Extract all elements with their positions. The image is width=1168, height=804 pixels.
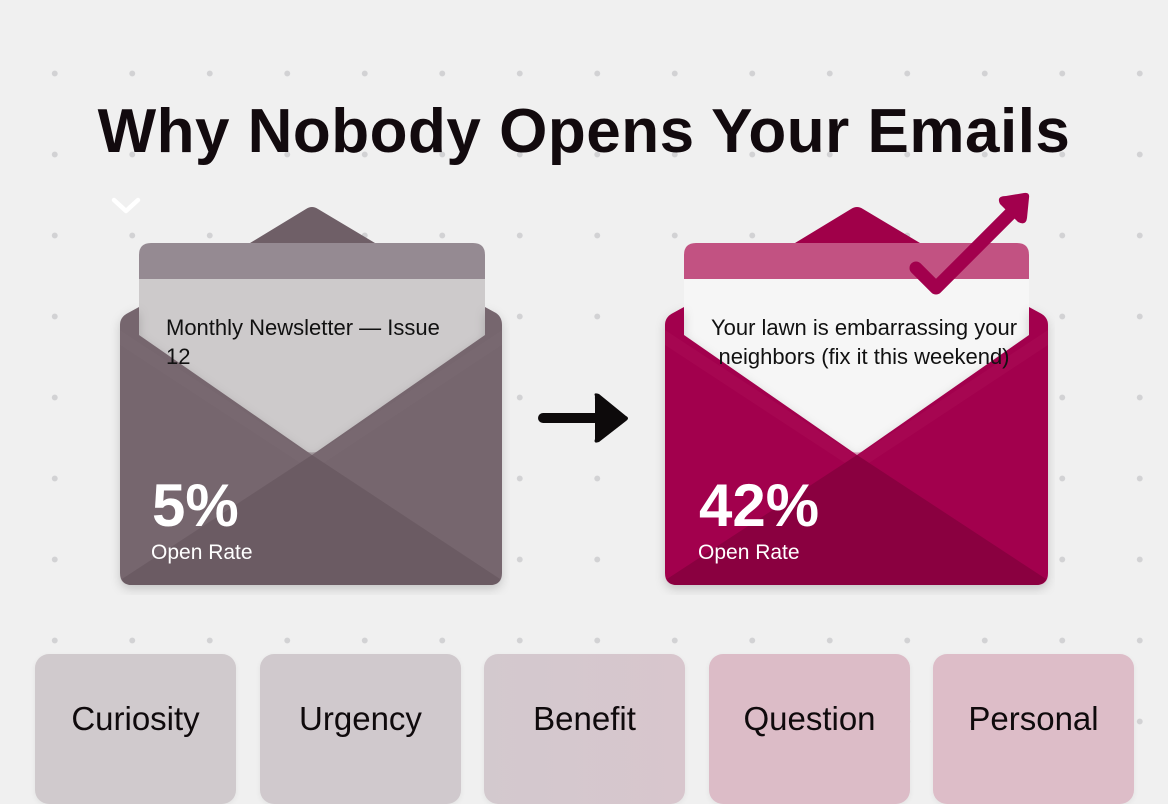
category-label: Curiosity: [71, 700, 200, 737]
category-urgency: Urgency: [260, 654, 461, 804]
trend-up-arrow-icon: [909, 192, 1030, 295]
chevron-down-icon: [111, 197, 141, 214]
envelope-after: Your lawn is embarrassing your neighbors…: [655, 195, 1055, 595]
category-label: Benefit: [533, 700, 636, 737]
category-label: Question: [743, 700, 876, 737]
open-rate-before: 5%: [152, 472, 239, 539]
page-title: Why Nobody Opens Your Emails: [97, 97, 1071, 166]
open-rate-after: 42%: [699, 472, 820, 539]
category-benefit: Benefit: [484, 654, 685, 804]
envelope-icon: [665, 207, 1048, 585]
category-personal: Personal: [933, 654, 1134, 804]
category-label: Personal: [968, 700, 1099, 737]
arrow-right-icon: [538, 393, 628, 443]
envelope-before: Monthly Newsletter — Issue 12 5% Open Ra…: [110, 195, 510, 595]
subject-line-before: Monthly Newsletter — Issue 12: [166, 315, 440, 369]
open-rate-label-before: Open Rate: [151, 541, 253, 564]
category-question: Question: [709, 654, 910, 804]
open-rate-label-after: Open Rate: [698, 541, 800, 564]
envelope-icon: [120, 207, 502, 585]
category-curiosity: Curiosity: [35, 654, 236, 804]
category-label: Urgency: [299, 700, 422, 737]
subject-line-after: Your lawn is embarrassing your neighbors…: [710, 315, 1018, 369]
